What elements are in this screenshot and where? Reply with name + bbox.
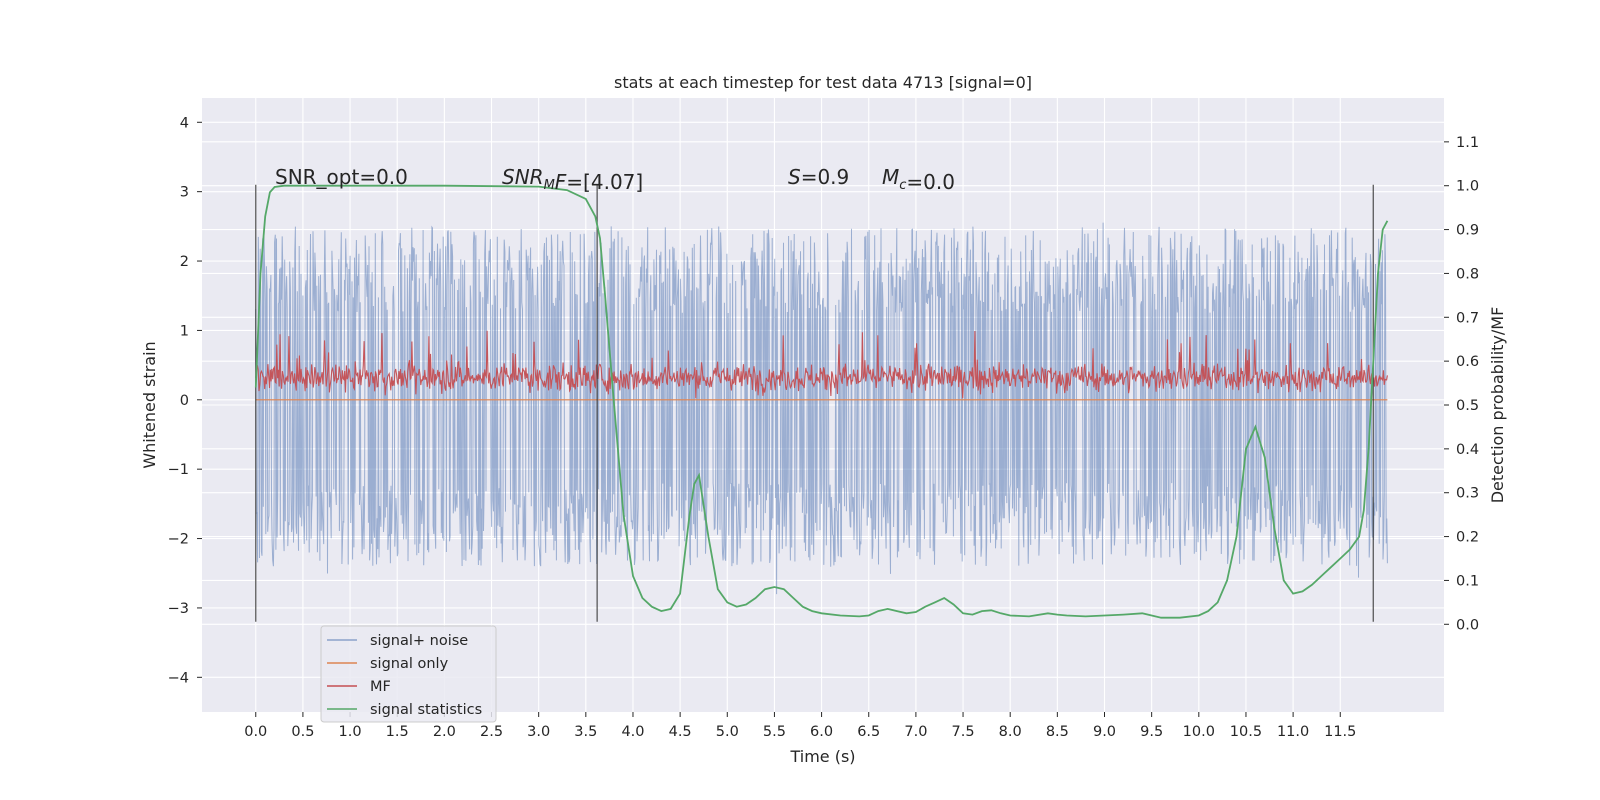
y-left-tick-label: 2	[180, 254, 189, 270]
y-left-tick-label: −3	[168, 601, 189, 617]
legend: signal+ noise signal only MF signal stat…	[321, 626, 496, 722]
x-tick-label: 3.5	[574, 724, 597, 740]
legend-label-mf: MF	[370, 679, 391, 695]
x-tick-label: 11.0	[1277, 724, 1309, 740]
y-right-tick-label: 0.9	[1456, 223, 1479, 239]
x-tick-label: 5.5	[763, 724, 786, 740]
x-tick-label: 0.5	[291, 724, 314, 740]
x-tick-label: 4.0	[621, 724, 644, 740]
y-right-tick-label: 0.7	[1456, 310, 1479, 326]
x-tick-label: 2.0	[433, 724, 456, 740]
x-tick-label: 5.0	[716, 724, 739, 740]
x-tick-label: 11.5	[1324, 724, 1356, 740]
y-left-tick-label: −1	[168, 462, 189, 478]
y-left-tick-label: 0	[180, 393, 189, 409]
x-tick-label: 10.0	[1183, 724, 1215, 740]
legend-label-signal-only: signal only	[370, 656, 449, 672]
x-tick-label: 6.5	[857, 724, 880, 740]
y-right-tick-label: 1.0	[1456, 179, 1479, 195]
x-tick-label: 0.0	[244, 724, 267, 740]
x-tick-label: 6.0	[810, 724, 833, 740]
chart-title: stats at each timestep for test data 471…	[614, 73, 1032, 92]
x-tick-label: 8.0	[999, 724, 1022, 740]
x-tick-label: 2.5	[480, 724, 503, 740]
y-right-tick-label: 0.3	[1456, 486, 1479, 502]
y-axis-left-label: Whitened strain	[140, 341, 159, 468]
y-right-tick-label: 1.1	[1456, 135, 1479, 151]
legend-label-signal-statistics: signal statistics	[370, 702, 482, 718]
x-tick-label: 7.0	[904, 724, 927, 740]
x-tick-label: 3.0	[527, 724, 550, 740]
x-axis-label: Time (s)	[789, 747, 855, 766]
y-right-tick-label: 0.0	[1456, 617, 1479, 633]
y-right-tick-label: 0.5	[1456, 398, 1479, 414]
x-tick-label: 1.0	[339, 724, 362, 740]
y-left-tick-label: −4	[168, 670, 189, 686]
x-tick-label: 1.5	[386, 724, 409, 740]
legend-label-signal-noise: signal+ noise	[370, 633, 468, 649]
x-tick-label: 9.5	[1140, 724, 1163, 740]
y-left-tick-label: 4	[180, 115, 189, 131]
y-right-tick-label: 0.4	[1456, 442, 1479, 458]
y-right-tick-label: 0.1	[1456, 573, 1479, 589]
y-left-tick-label: 3	[180, 185, 189, 201]
y-left-tick-label: 1	[180, 323, 189, 339]
y-right-tick-label: 0.2	[1456, 530, 1479, 546]
x-tick-label: 9.0	[1093, 724, 1116, 740]
x-tick-label: 10.5	[1230, 724, 1262, 740]
y-axis-right-label: Detection probability/MF	[1488, 307, 1507, 504]
y-right-tick-label: 0.8	[1456, 266, 1479, 282]
x-tick-label: 4.5	[669, 724, 692, 740]
x-tick-label: 8.5	[1046, 724, 1069, 740]
annotation-2: S=0.9	[788, 165, 849, 189]
x-tick-label: 7.5	[952, 724, 975, 740]
annotation-0: SNR_opt=0.0	[275, 165, 408, 189]
y-right-tick-label: 0.6	[1456, 354, 1479, 370]
y-left-tick-label: −2	[168, 532, 189, 548]
